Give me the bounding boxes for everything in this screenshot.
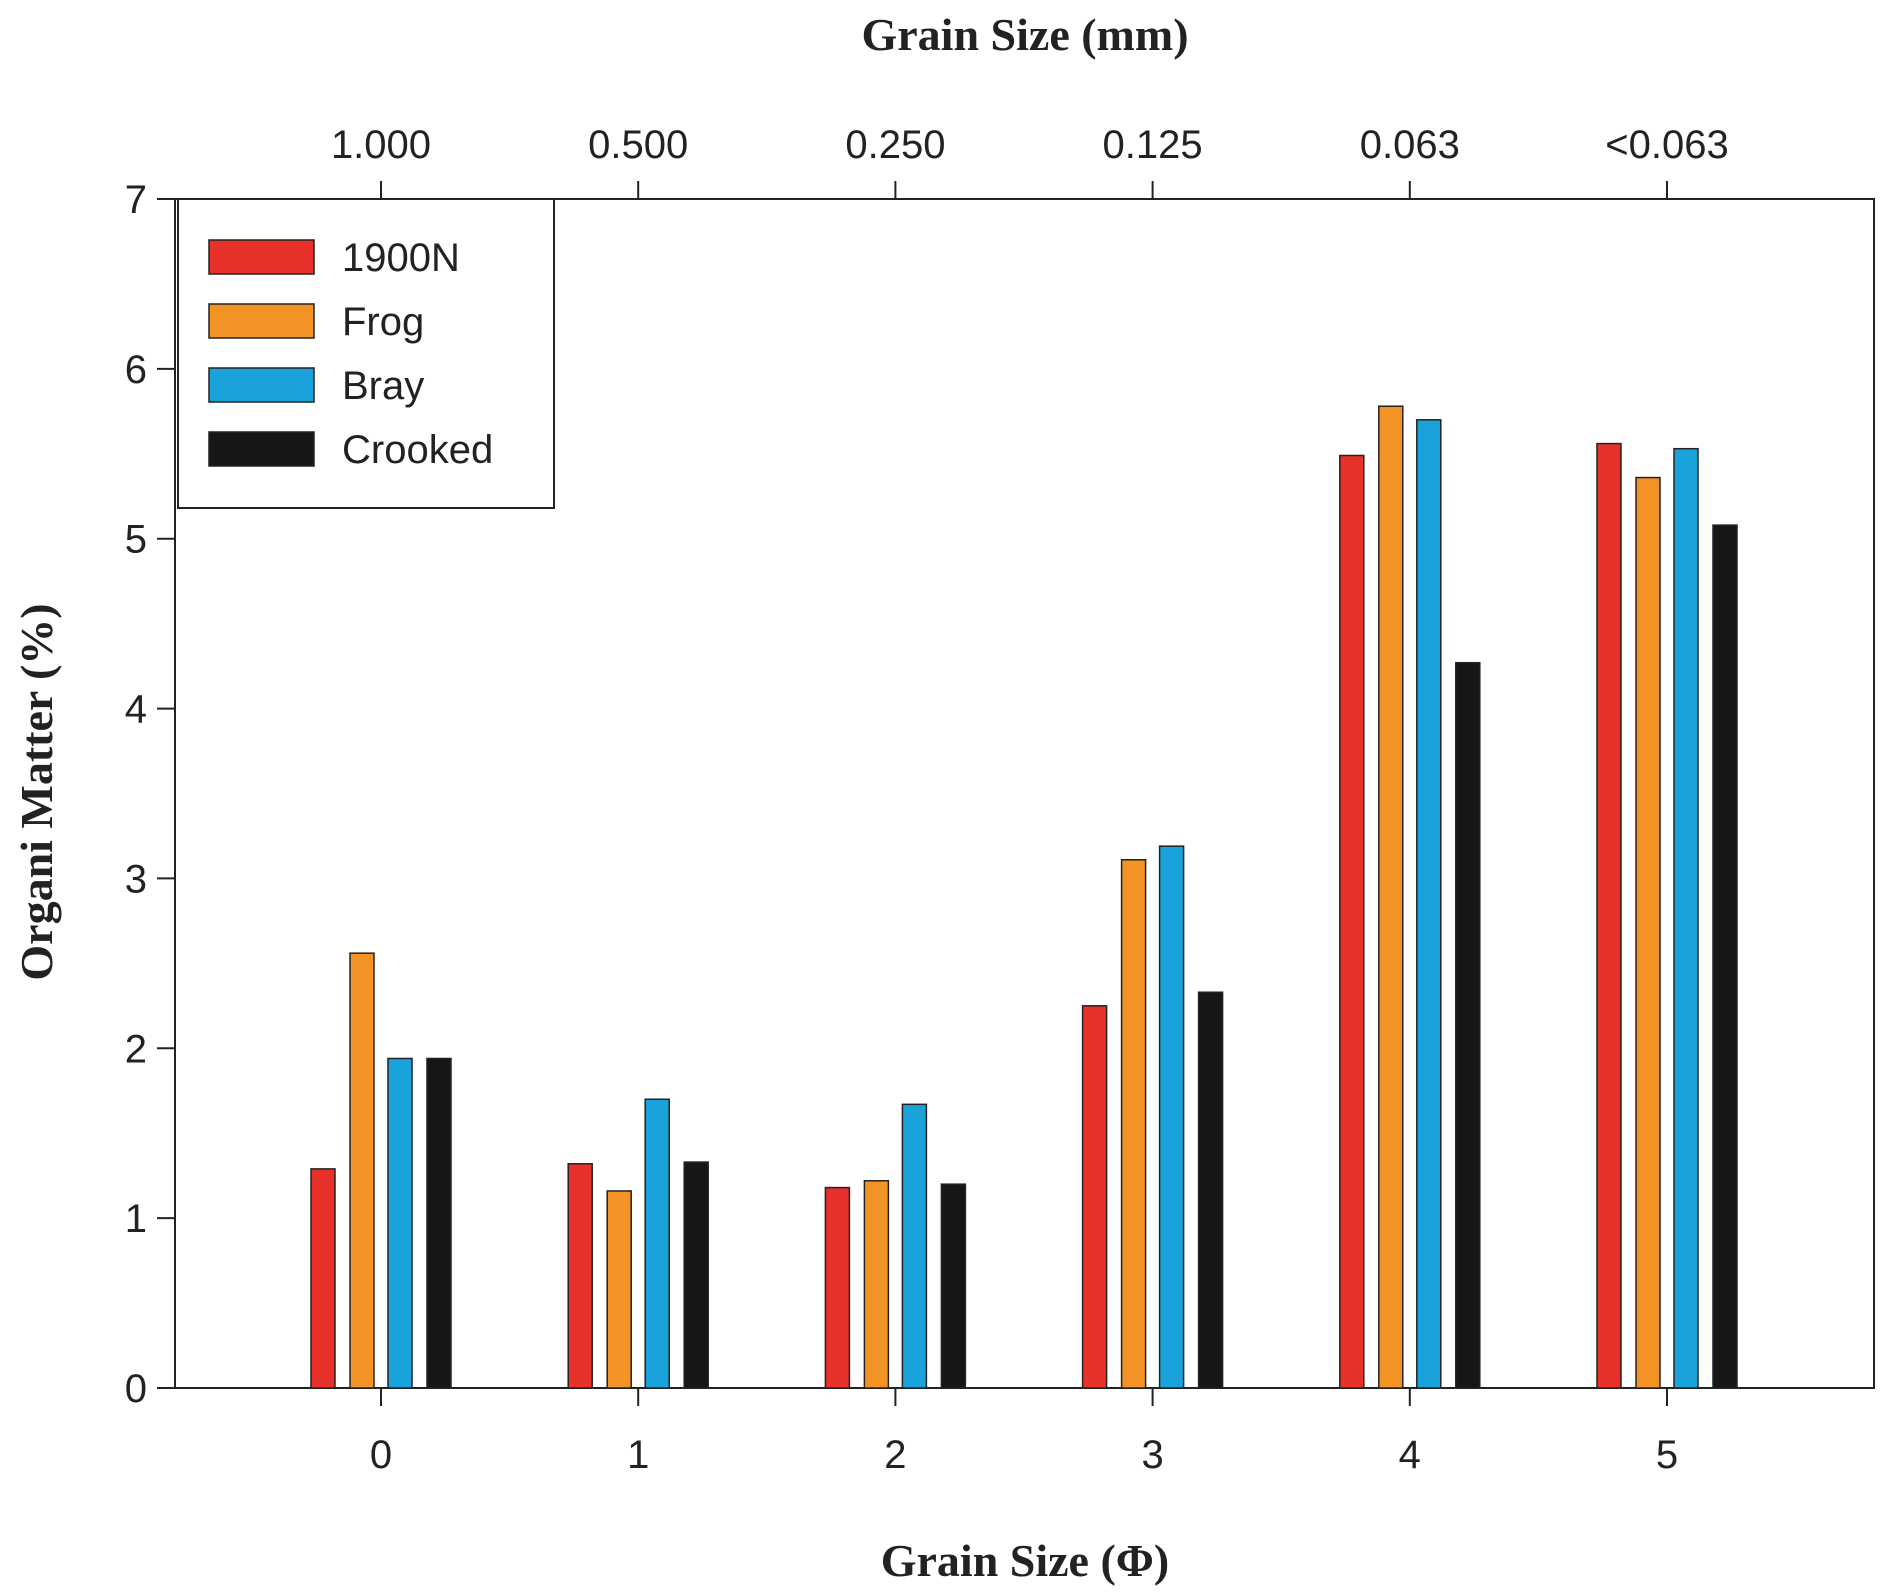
top-axis-title: Grain Size (mm) — [861, 9, 1188, 60]
bar-1900n — [1081, 1005, 1108, 1389]
bar-bray — [644, 1098, 670, 1389]
legend-swatch — [208, 303, 315, 339]
legend-label: Bray — [342, 364, 424, 408]
bar-frog — [349, 952, 375, 1389]
bar-crooked — [683, 1161, 709, 1389]
legend-swatch — [208, 431, 315, 467]
top-tick-label: 1.000 — [331, 123, 431, 167]
legend-label: Crooked — [342, 428, 493, 472]
y-tick-label: 4 — [125, 688, 147, 732]
bar-crooked — [1455, 661, 1481, 1389]
bar-bray — [1673, 447, 1699, 1389]
y-tick-label: 7 — [125, 178, 147, 222]
bar-crooked — [940, 1183, 967, 1389]
bar-1900n — [824, 1186, 851, 1389]
x-tick-label: 0 — [370, 1433, 392, 1477]
bar-frog — [1635, 476, 1661, 1389]
y-tick-label: 3 — [125, 857, 147, 901]
plot-area — [174, 198, 1875, 1389]
bar-crooked — [1197, 991, 1224, 1389]
y-tick-label: 0 — [125, 1367, 147, 1411]
bar-frog — [1120, 858, 1147, 1389]
bar-1900n — [1596, 442, 1622, 1389]
x-tick-label: 4 — [1399, 1433, 1421, 1477]
bar-1900n — [310, 1168, 336, 1389]
y-axis-title: Organi Matter (%) — [11, 603, 62, 980]
y-tick-label: 1 — [125, 1197, 147, 1241]
x-tick-label: 2 — [884, 1433, 906, 1477]
x-tick-label: 3 — [1141, 1433, 1163, 1477]
legend-swatch — [208, 239, 315, 275]
bar-crooked — [426, 1057, 452, 1389]
bar-1900n — [1339, 454, 1365, 1389]
y-tick-label: 6 — [125, 348, 147, 392]
x-axis-title: Grain Size (Φ) — [881, 1535, 1170, 1586]
legend-label: 1900N — [342, 236, 460, 280]
bar-bray — [901, 1103, 928, 1389]
top-tick-label: 0.500 — [588, 123, 688, 167]
legend: 1900N Frog Bray Crooked — [177, 198, 555, 509]
y-tick-label: 5 — [125, 518, 147, 562]
top-tick-label: 0.063 — [1360, 123, 1460, 167]
bar-crooked — [1712, 524, 1738, 1389]
bar-bray — [1158, 845, 1185, 1389]
legend-label: Frog — [342, 300, 424, 344]
bar-frog — [1378, 405, 1404, 1389]
top-tick-label: <0.063 — [1605, 123, 1728, 167]
bar-1900n — [567, 1163, 593, 1389]
bar-frog — [606, 1190, 632, 1389]
bar-bray — [1416, 419, 1442, 1389]
x-tick-label: 5 — [1656, 1433, 1678, 1477]
bar-frog — [863, 1180, 890, 1389]
bar-bray — [387, 1057, 413, 1389]
legend-swatch — [208, 367, 315, 403]
y-tick-label: 2 — [125, 1027, 147, 1071]
top-tick-label: 0.250 — [845, 123, 945, 167]
top-tick-label: 0.125 — [1103, 123, 1203, 167]
x-tick-label: 1 — [627, 1433, 649, 1477]
